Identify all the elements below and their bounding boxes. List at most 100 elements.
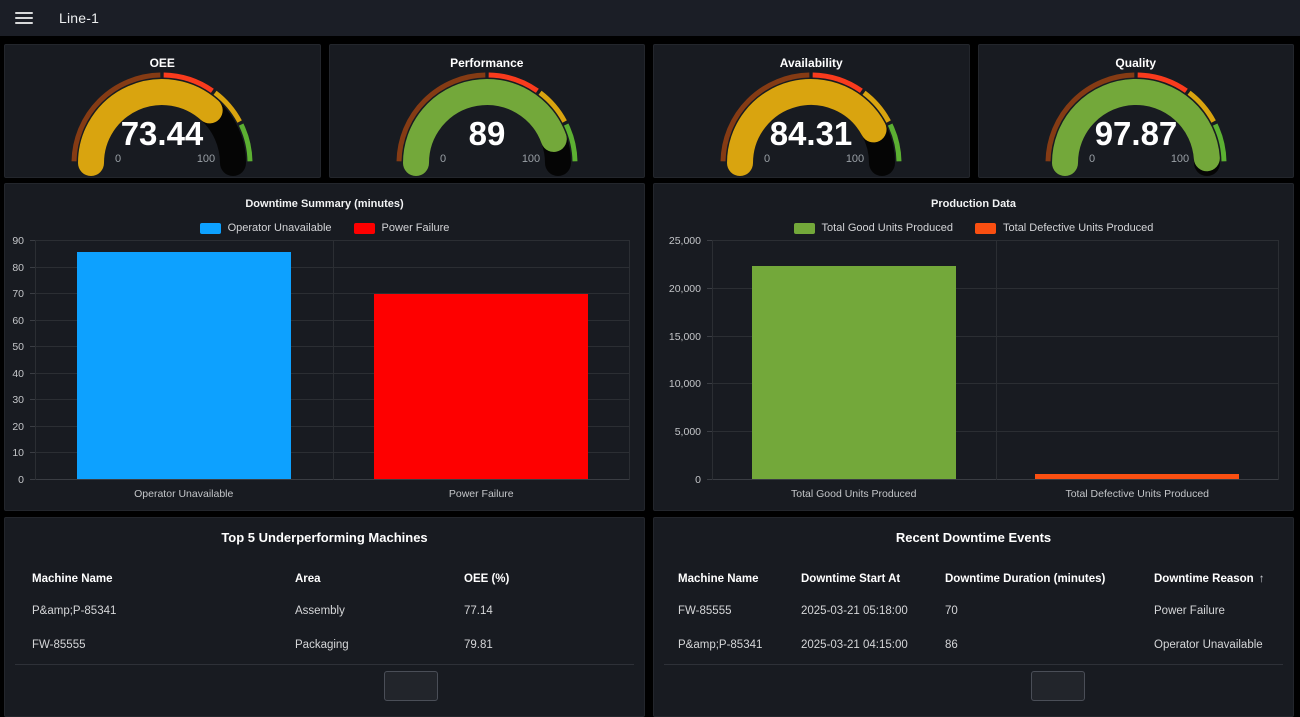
gauge-panel-oee: OEE 73.44 0 100 — [4, 44, 321, 178]
y-tick-mark — [30, 240, 35, 241]
y-tick-mark — [30, 479, 35, 480]
gauge-panel-title: OEE — [149, 56, 175, 70]
y-tick-label: 25,000 — [668, 235, 701, 247]
table-header-cell[interactable]: OEE (%) — [464, 573, 510, 585]
gauge-panel-title: Quality — [1115, 56, 1157, 70]
table-cell: 2025-03-21 04:15:00 — [801, 639, 908, 651]
y-tick-label: 5,000 — [674, 426, 701, 439]
top-navigation-bar: Line-1 — [0, 0, 1300, 36]
gauge-arc-0: 73.440 100 — [71, 72, 253, 176]
gauge-panel-quality: Quality 97.87 0 100 — [977, 44, 1294, 178]
bar-operator-unavailable[interactable] — [76, 251, 291, 479]
table-cell: 86 — [945, 639, 958, 651]
table-header-cell[interactable]: Downtime Start At — [801, 573, 901, 585]
plot-vline — [712, 241, 713, 480]
table-title: Recent Downtime Events — [895, 530, 1052, 545]
table-cell: Assembly — [295, 605, 345, 617]
legend-item[interactable]: Operator Unavailable — [199, 222, 332, 234]
legend-swatch — [199, 222, 221, 234]
gauge-min-label: 0 — [115, 153, 121, 165]
y-tick-mark — [707, 479, 712, 480]
x-category-label: Operator Unavailable — [134, 488, 234, 500]
y-tick-mark — [707, 431, 712, 433]
table-cell: P&amp;P-85341 — [678, 639, 763, 651]
gauge-panel-performance: Performance 89 0 100 — [328, 44, 645, 178]
legend-swatch — [353, 222, 375, 234]
y-tick-label: 15,000 — [668, 330, 701, 343]
y-tick-label: 30 — [12, 394, 24, 407]
table-header-cell[interactable]: Area — [295, 573, 321, 585]
chart-title: Downtime Summary (minutes) — [245, 198, 404, 210]
table-panel-1: Recent Downtime Events Machine Name Downti… — [653, 517, 1294, 717]
bar-power-failure[interactable] — [374, 294, 589, 479]
legend-item[interactable]: Total Defective Units Produced — [975, 222, 1153, 234]
sort-ascending-icon: ↑ — [1258, 573, 1265, 585]
gauge-panel-availability: Availability 84.31 0 100 — [653, 44, 970, 178]
table-cell: P&amp;P-85341 — [32, 605, 117, 617]
table-cell: FW-85555 — [678, 605, 732, 617]
y-tick-mark — [30, 425, 35, 427]
y-tick-mark — [30, 372, 35, 374]
y-tick-label: 20 — [12, 420, 24, 433]
gridline — [35, 240, 630, 241]
legend-label: Power Failure — [381, 222, 450, 234]
table-cell: Power Failure — [1154, 605, 1225, 617]
gauge-panel-title: Availability — [779, 56, 843, 70]
y-tick-label: 60 — [12, 314, 24, 327]
table-panel-0: Top 5 Underperforming Machines Machine Na… — [4, 517, 645, 717]
table-footer-divider — [664, 664, 1283, 665]
chart-panel-0: Downtime Summary (minutes) Operator Unava… — [4, 183, 645, 511]
gauge-max-label: 100 — [846, 153, 864, 165]
table-cell: 77.14 — [464, 605, 493, 617]
table-header-cell[interactable]: Machine Name — [32, 573, 113, 585]
y-tick-mark — [30, 399, 35, 401]
y-tick-mark — [707, 240, 712, 241]
dashboard-title: Line-1 — [59, 10, 100, 26]
x-category-label: Total Good Units Produced — [791, 488, 917, 500]
chart-panel-1: Production Data Total Good Units Produced… — [653, 183, 1294, 511]
legend-item[interactable]: Power Failure — [353, 222, 450, 234]
gauge-max-label: 100 — [1171, 153, 1189, 165]
table: Machine Name Area OEE (%) P&amp;P-85341 Asse… — [5, 564, 644, 662]
y-tick-label: 0 — [695, 474, 701, 486]
y-tick-label: 10 — [12, 447, 24, 460]
y-tick-mark — [30, 452, 35, 454]
y-tick-label: 40 — [12, 367, 24, 380]
gauge-max-label: 100 — [197, 153, 215, 165]
bar-total-defective-units-produced[interactable] — [1035, 474, 1240, 479]
gauge-arc-1: 89 0 100 — [396, 72, 578, 176]
table-cell: 79.81 — [464, 639, 493, 651]
table-header-row: Machine Name Area OEE (%) — [5, 564, 644, 594]
legend-swatch — [793, 222, 815, 234]
y-tick-label: 20,000 — [668, 282, 701, 295]
table-cell: 70 — [945, 605, 958, 617]
y-tick-label: 80 — [12, 261, 24, 274]
chart-title: Production Data — [931, 198, 1016, 210]
menu-icon[interactable] — [15, 11, 33, 25]
table-header-cell[interactable]: Machine Name — [678, 573, 759, 585]
y-tick-label: 50 — [12, 341, 24, 354]
y-tick-label: 70 — [12, 288, 24, 301]
table-title: Top 5 Underperforming Machines — [221, 530, 428, 545]
plot-vline — [1278, 241, 1279, 480]
table-header-cell[interactable]: Downtime Reason ↑ — [1154, 573, 1265, 585]
gauge-min-label: 0 — [440, 153, 446, 165]
table-header-cell[interactable]: Downtime Duration (minutes) — [945, 573, 1106, 585]
table-pagination-button[interactable] — [384, 671, 438, 701]
y-tick-label: 0 — [18, 474, 24, 486]
legend-item[interactable]: Total Good Units Produced — [793, 222, 953, 234]
gauge-value: 84.31 — [770, 115, 853, 152]
table-cell: FW-85555 — [32, 639, 86, 651]
table-footer-divider — [15, 664, 634, 665]
table-pagination-button[interactable] — [1031, 671, 1085, 701]
plot-vline — [35, 241, 36, 480]
table-row: FW-85555 2025-03-21 05:18:00 70 Power Failu… — [654, 594, 1293, 628]
x-axis-labels: Total Good Units Produced Total Defective… — [712, 488, 1279, 504]
bar-total-good-units-produced[interactable] — [751, 265, 956, 479]
plot-vline — [332, 241, 334, 480]
gauge-value: 73.44 — [121, 115, 204, 152]
table-header-row: Machine Name Downtime Start At Downtime Du… — [654, 564, 1293, 594]
gauge-value: 97.87 — [1094, 115, 1177, 152]
gauge-max-label: 100 — [522, 153, 540, 165]
table-row: P&amp;P-85341 Assembly 77.14 — [5, 594, 644, 628]
